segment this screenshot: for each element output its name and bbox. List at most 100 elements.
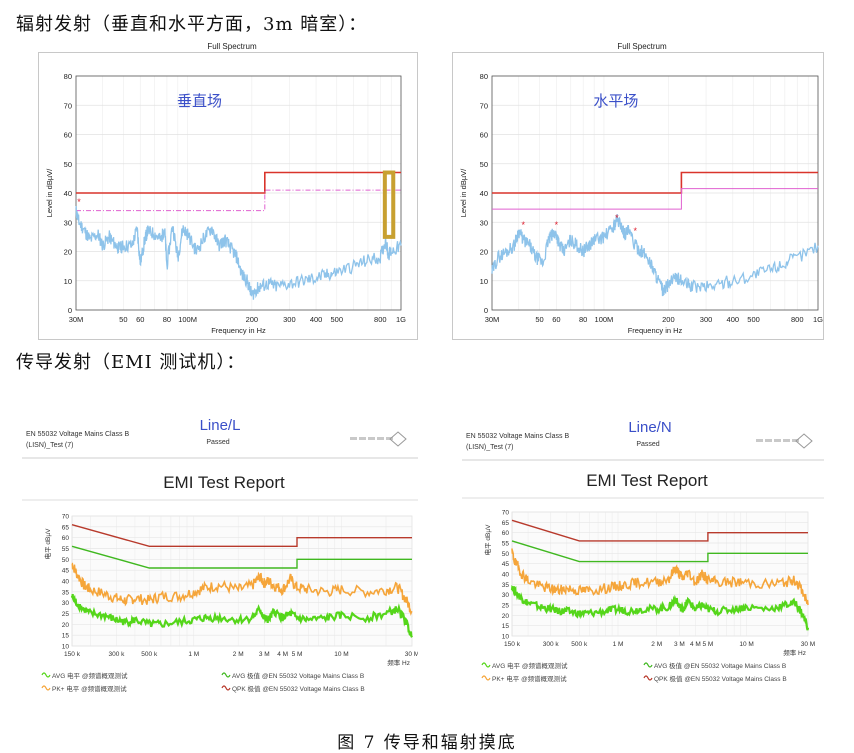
x-tick-label: 300 k [109,651,126,658]
y-tick-label: 30 [64,218,72,227]
x-tick-label: 80 [163,315,171,324]
conducted-line-l-chart: EN 55032 Voltage Mains Class B (LISN)_Tes… [22,388,418,704]
logo-diamond-icon [389,431,407,447]
y-axis-label: 电平 dBµV [43,528,52,560]
y-tick-label: 50 [62,557,70,564]
peak-marker: * [633,226,637,236]
logo-wordmark-segment [359,437,366,440]
y-tick-label: 20 [480,248,488,257]
chart-title: Full Spectrum [207,42,257,51]
x-axis-label: 频率 Hz [783,648,806,657]
series-margin-line [492,188,818,210]
y-tick-label: 40 [62,579,70,586]
x-tick-label: 200 [246,315,259,324]
y-tick-label: 20 [502,613,510,620]
legend-swatch-icon [481,662,491,668]
x-tick-label: 800 [374,315,387,324]
x-tick-label: 30M [69,315,84,324]
y-tick-label: 30 [502,592,510,599]
highlight-box [382,170,396,239]
report-title: EMI Test Report [586,471,708,490]
y-tick-label: 15 [62,633,70,640]
x-tick-label: 400 [310,315,323,324]
chart-title: Full Spectrum [617,42,667,51]
radiated-horizontal-chart: Full Spectrum 0 10 20 30 40 50 60 70 80 30M 50 60 80 1… [452,42,824,340]
radiated-emission-heading: 辐射发射（垂直和水平方面，3m 暗室）： [16,14,368,35]
x-tick-label: 4 M [277,651,288,658]
y-tick-label: 70 [64,101,72,110]
x-tick-label: 150 k [64,651,81,658]
y-tick-label: 60 [62,535,70,542]
y-tick-label: 40 [480,189,488,198]
legend-entry: AVG 极值 @EN 55032 Voltage Mains Class B [232,671,364,680]
series-limit-line [76,171,401,194]
series-limit-line [71,524,412,547]
series-trace [491,214,819,297]
y-tick-label: 60 [64,131,72,140]
peak-marker: * [615,213,619,223]
legend-swatch-icon [481,675,491,681]
x-tick-label: 1 M [613,641,624,648]
y-tick-label: 80 [480,72,488,81]
logo-wordmark-segment [774,439,781,442]
y-tick-label: 70 [480,101,488,110]
y-tick-label: 10 [502,634,510,641]
y-tick-label: 15 [502,623,510,630]
y-tick-label: 10 [62,644,70,651]
logo-diamond-icon [795,433,813,449]
chart-frame [452,52,824,340]
overlay-label: 垂直场 [177,93,222,110]
logo-wordmark-segment [386,437,393,440]
x-tick-label: 500 [747,315,760,324]
series-trace [511,548,809,606]
x-tick-label: 3 M [259,651,270,658]
legend-swatch-icon [221,672,231,678]
pass-status: Passed [206,439,229,446]
y-tick-label: 50 [502,551,510,558]
series-limit-line [71,545,412,569]
x-tick-label: 100M [178,315,197,324]
x-axis-label: Frequency in Hz [628,326,683,335]
y-tick-label: 20 [64,248,72,257]
x-tick-label: 100M [595,315,614,324]
report-header-line-2: (LISN)_Test (7) [466,444,513,451]
x-axis-label: Frequency in Hz [211,326,266,335]
legend-entry: AVG 电平 @频谱概观测试 [52,671,128,680]
series-trace [510,585,810,631]
x-tick-label: 50 [119,315,127,324]
x-tick-label: 2 M [233,651,244,658]
y-tick-label: 30 [480,218,488,227]
y-axis-label: 电平 dBµV [483,524,492,556]
y-tick-label: 40 [502,572,510,579]
legend-swatch-icon [41,685,51,691]
report-header-line-2: (LISN)_Test (7) [26,442,73,449]
x-tick-label: 1 M [188,651,199,658]
report-title: EMI Test Report [163,473,285,492]
x-tick-label: 10 M [739,641,753,648]
report-header-line-1: EN 55032 Voltage Mains Class B [26,431,129,438]
y-tick-label: 45 [502,561,510,568]
y-tick-label: 30 [62,600,70,607]
y-tick-label: 40 [64,189,72,198]
legend-swatch-icon [643,662,653,668]
legend-swatch-icon [41,672,51,678]
y-tick-label: 55 [62,546,70,553]
y-tick-label: 35 [62,589,70,596]
series-margin-line [76,189,401,212]
y-tick-label: 25 [62,611,70,618]
x-tick-label: 5 M [702,641,713,648]
overlay-label: Line/N [628,419,671,436]
logo-wordmark-segment [792,439,799,442]
y-tick-label: 80 [64,72,72,81]
logo-wordmark-segment [377,437,384,440]
overlay-label: 水平场 [593,93,638,110]
y-tick-label: 70 [62,514,70,521]
y-tick-label: 65 [62,524,70,531]
y-tick-label: 60 [502,530,510,537]
x-tick-label: 50 [535,315,543,324]
legend-entry: AVG 电平 @频谱概观测试 [492,661,568,670]
x-tick-label: 30 M [405,651,418,658]
conducted-emission-heading: 传导发射（EMI 测试机）： [16,352,246,373]
peak-marker: * [522,220,526,230]
y-tick-label: 20 [62,622,70,629]
